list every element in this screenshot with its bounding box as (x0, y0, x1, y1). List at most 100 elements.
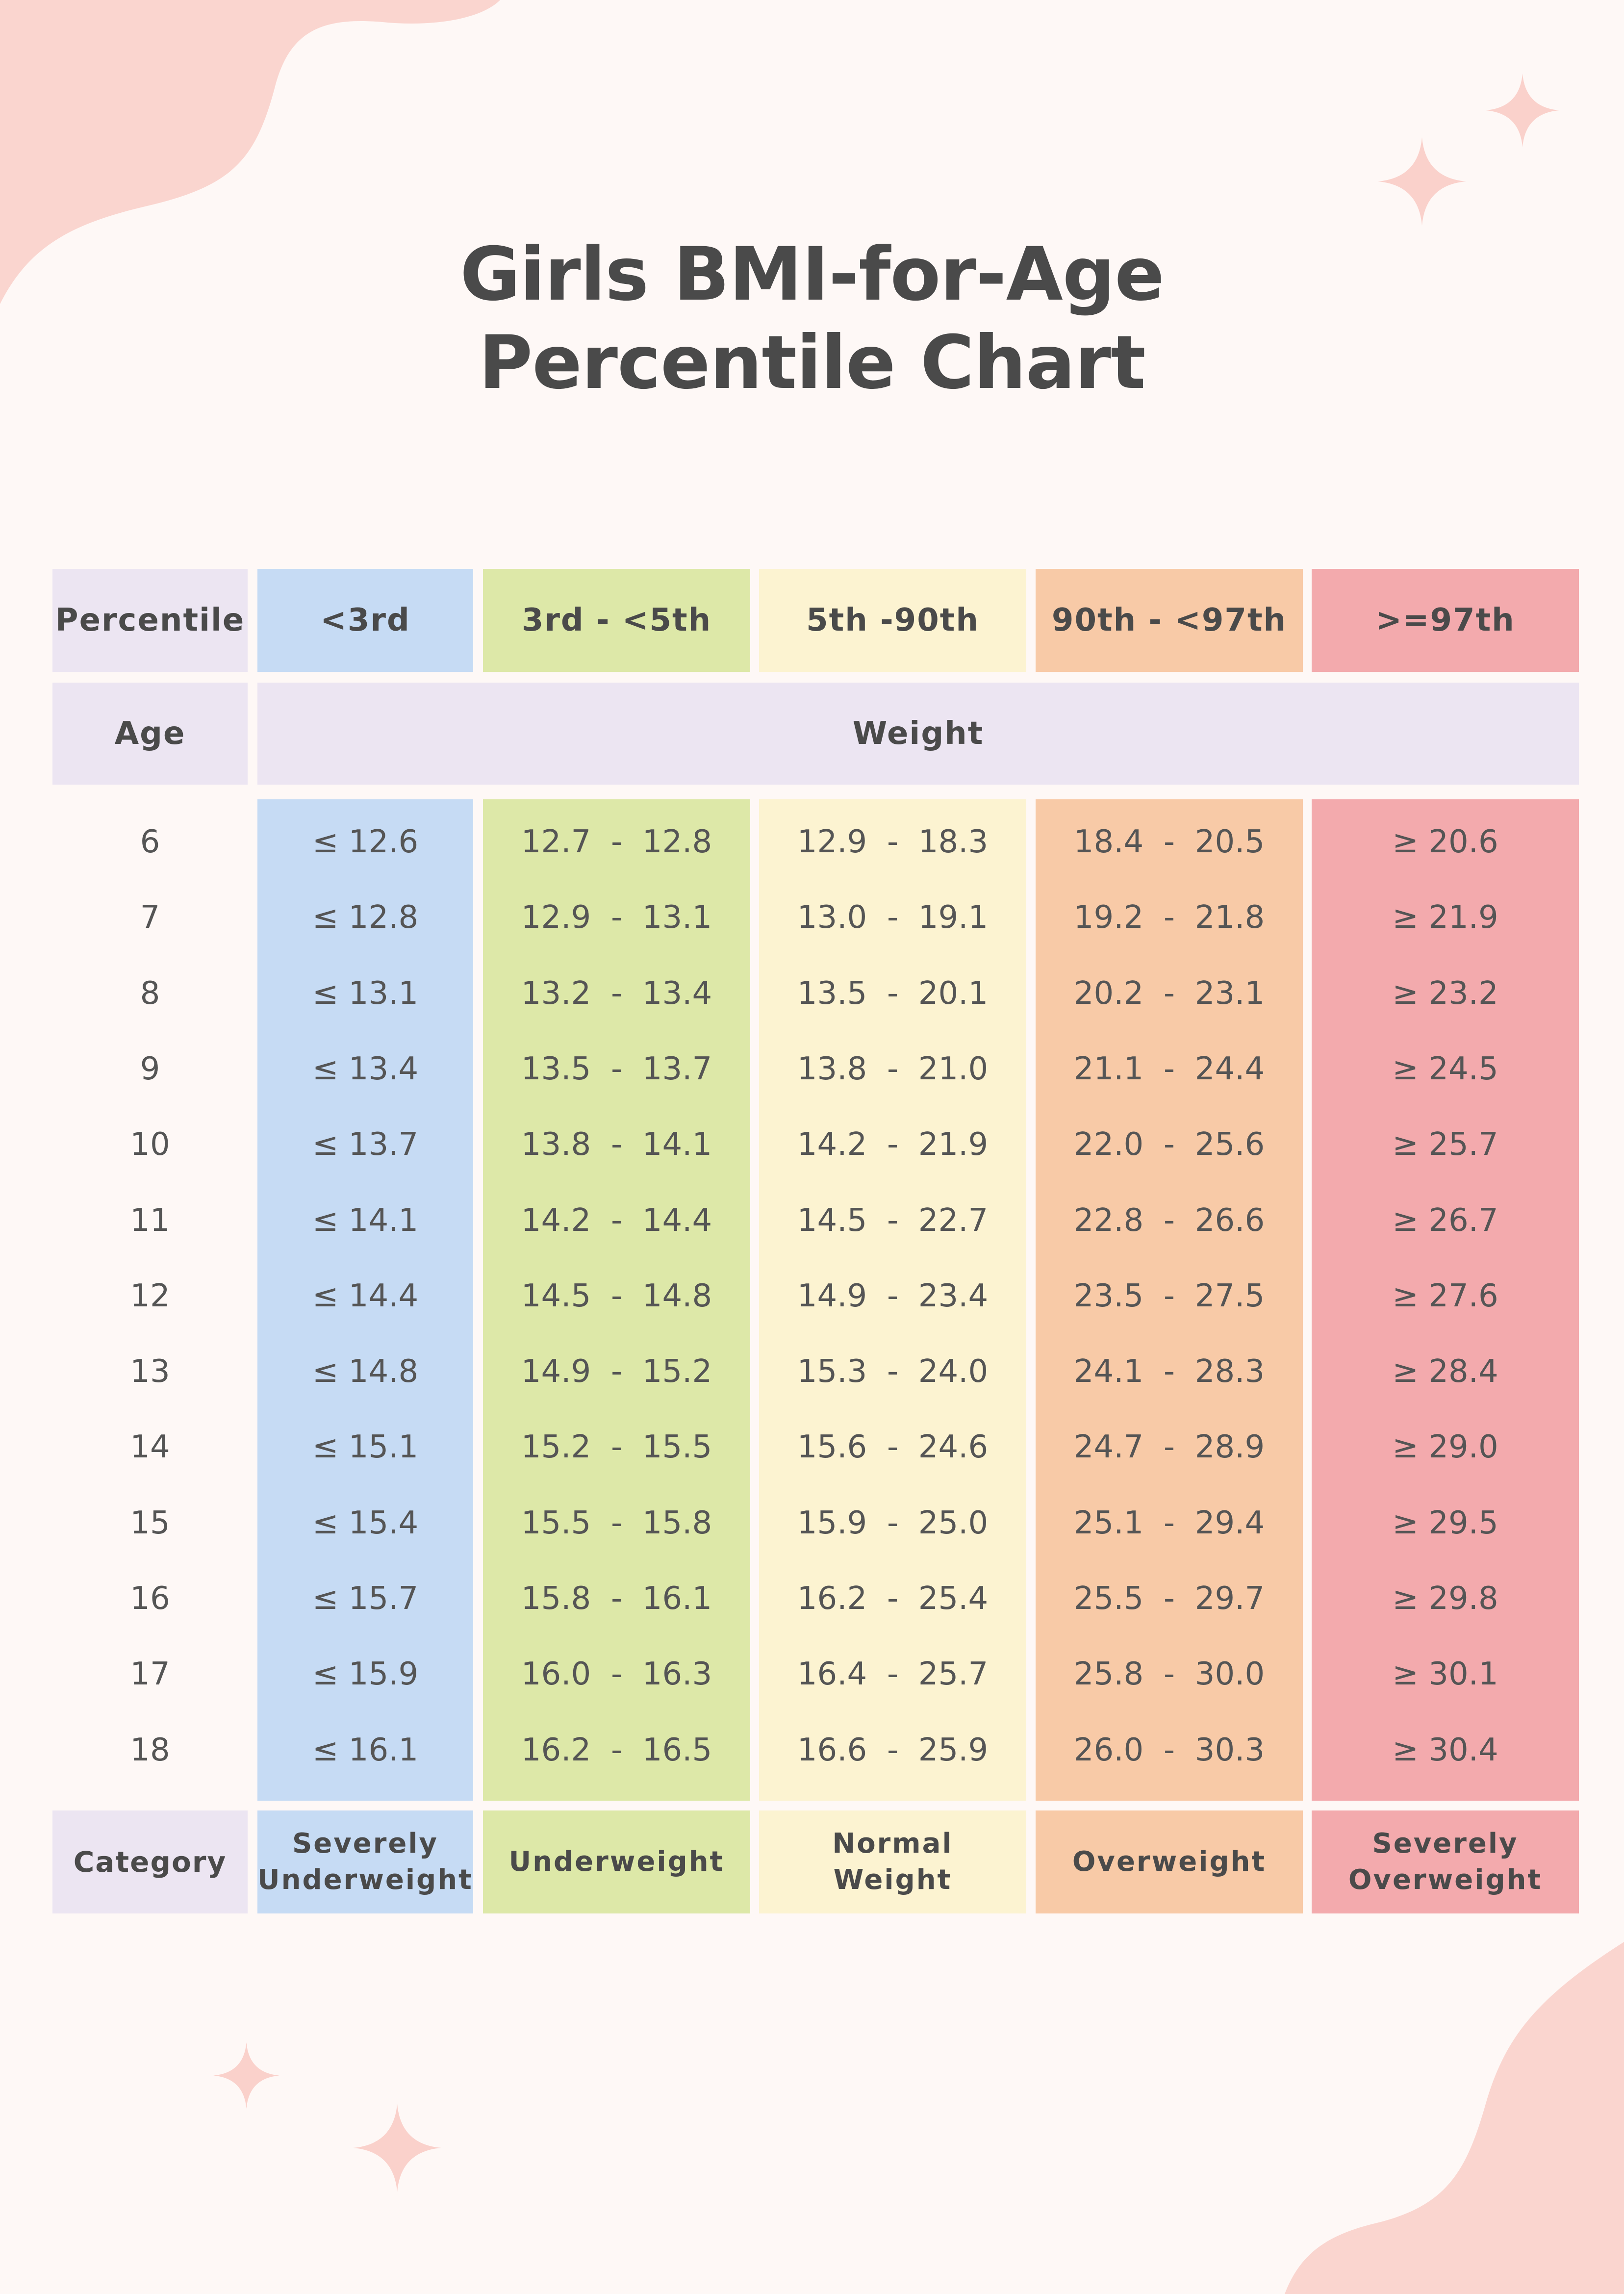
bmi-value-cell: ≤ 12.8 (312, 899, 419, 936)
bmi-value-cell: 14.2 - 21.9 (797, 1126, 989, 1163)
bmi-value-cell: 16.4 - 25.7 (797, 1656, 989, 1693)
bmi-value-cell: 15.8 - 16.1 (521, 1580, 712, 1617)
bmi-value-cell: ≤ 15.7 (312, 1580, 419, 1617)
category-label: Category (52, 1810, 248, 1913)
bmi-value-cell: ≤ 15.9 (312, 1656, 419, 1693)
bmi-value-cell: ≥ 25.7 (1392, 1126, 1498, 1163)
bmi-value-cell: 13.0 - 19.1 (797, 899, 989, 936)
category-cell: Overweight (1036, 1810, 1303, 1913)
bmi-value-cell: 13.5 - 13.7 (521, 1050, 712, 1087)
age-cell: 14 (130, 1429, 170, 1466)
bmi-value-cell: ≥ 30.1 (1392, 1656, 1498, 1693)
column-background (483, 799, 750, 1801)
age-cell: 12 (130, 1277, 170, 1314)
bmi-value-cell: 16.0 - 16.3 (521, 1656, 712, 1693)
bmi-value-cell: ≥ 27.6 (1392, 1277, 1498, 1314)
bmi-value-cell: 13.8 - 14.1 (521, 1126, 712, 1163)
category-cell: Severely Underweight (257, 1810, 473, 1913)
percentile-header: 90th - <97th (1036, 569, 1303, 672)
bmi-value-cell: 12.9 - 18.3 (797, 824, 989, 860)
bmi-value-cell: ≥ 29.8 (1392, 1580, 1498, 1617)
column-background (759, 799, 1026, 1801)
bmi-value-cell: ≤ 12.6 (312, 824, 419, 860)
bmi-value-cell: 16.2 - 16.5 (521, 1732, 712, 1768)
title-line-2: Percentile Chart (479, 320, 1145, 406)
bmi-value-cell: 25.1 - 29.4 (1073, 1504, 1265, 1541)
sparkle-icon (1486, 74, 1559, 147)
bmi-value-cell: 15.5 - 15.8 (521, 1504, 712, 1541)
bmi-value-cell: 22.8 - 26.6 (1073, 1202, 1265, 1239)
sparkle-icon (213, 2042, 279, 2109)
bmi-value-cell: 16.2 - 25.4 (797, 1580, 989, 1617)
bmi-value-cell: ≤ 13.7 (312, 1126, 419, 1163)
bmi-value-cell: 20.2 - 23.1 (1073, 975, 1265, 1012)
bmi-value-cell: 25.8 - 30.0 (1073, 1656, 1265, 1693)
bmi-value-cell: 18.4 - 20.5 (1073, 824, 1265, 860)
bmi-value-cell: ≥ 24.5 (1392, 1050, 1498, 1087)
column-background (1312, 799, 1579, 1801)
bmi-value-cell: ≤ 13.1 (312, 975, 419, 1012)
age-cell: 8 (140, 975, 160, 1012)
bmi-value-cell: 14.5 - 22.7 (797, 1202, 989, 1239)
percentile-header: >=97th (1312, 569, 1579, 672)
bmi-value-cell: 22.0 - 25.6 (1073, 1126, 1265, 1163)
bmi-value-cell: ≤ 13.4 (312, 1050, 419, 1087)
age-cell: 11 (130, 1202, 170, 1239)
column-background (257, 799, 473, 1801)
bmi-value-cell: ≤ 15.1 (312, 1429, 419, 1466)
bmi-value-cell: ≥ 29.0 (1392, 1429, 1498, 1466)
bmi-value-cell: 15.2 - 15.5 (521, 1429, 712, 1466)
bmi-value-cell: 14.2 - 14.4 (521, 1202, 712, 1239)
percentile-header: 5th -90th (759, 569, 1026, 672)
top-left-blob (0, 0, 500, 304)
category-cell: Normal Weight (759, 1810, 1026, 1913)
age-cell: 9 (140, 1050, 160, 1087)
bmi-value-cell: ≥ 28.4 (1392, 1353, 1498, 1390)
bmi-value-cell: 24.7 - 28.9 (1073, 1429, 1265, 1466)
age-cell: 7 (140, 899, 160, 936)
bmi-value-cell: 15.9 - 25.0 (797, 1504, 989, 1541)
age-cell: 6 (140, 824, 160, 860)
column-background (1036, 799, 1303, 1801)
percentile-label: Percentile (52, 569, 248, 672)
bmi-value-cell: 14.9 - 23.4 (797, 1277, 989, 1314)
page-title: Girls BMI-for-Age Percentile Chart (0, 230, 1624, 407)
bmi-value-cell: 26.0 - 30.3 (1073, 1732, 1265, 1768)
bmi-value-cell: 14.9 - 15.2 (521, 1353, 712, 1390)
bmi-value-cell: 15.3 - 24.0 (797, 1353, 989, 1390)
category-cell: Severely Overweight (1312, 1810, 1579, 1913)
bmi-value-cell: ≥ 23.2 (1392, 975, 1498, 1012)
bmi-value-cell: ≤ 14.8 (312, 1353, 419, 1390)
title-line-1: Girls BMI-for-Age (460, 232, 1165, 317)
bmi-value-cell: 24.1 - 28.3 (1073, 1353, 1265, 1390)
bmi-value-cell: ≤ 15.4 (312, 1504, 419, 1541)
age-cell: 17 (130, 1656, 170, 1693)
bmi-value-cell: 16.6 - 25.9 (797, 1732, 989, 1768)
bmi-value-cell: 25.5 - 29.7 (1073, 1580, 1265, 1617)
bmi-value-cell: 21.1 - 24.4 (1073, 1050, 1265, 1087)
bmi-value-cell: ≤ 14.4 (312, 1277, 419, 1314)
age-cell: 18 (130, 1732, 170, 1768)
bmi-value-cell: 13.8 - 21.0 (797, 1050, 989, 1087)
bmi-value-cell: 13.2 - 13.4 (521, 975, 712, 1012)
category-cell: Underweight (483, 1810, 750, 1913)
sparkle-icon (1378, 137, 1466, 226)
bmi-value-cell: 12.7 - 12.8 (521, 824, 712, 860)
bmi-value-cell: 19.2 - 21.8 (1073, 899, 1265, 936)
age-label: Age (52, 683, 248, 785)
bmi-value-cell: ≥ 26.7 (1392, 1202, 1498, 1239)
bmi-value-cell: ≥ 30.4 (1392, 1732, 1498, 1768)
sparkle-icon (353, 2104, 441, 2192)
age-cell: 10 (130, 1126, 170, 1163)
age-cell: 16 (130, 1580, 170, 1617)
bmi-value-cell: 14.5 - 14.8 (521, 1277, 712, 1314)
age-cell: 15 (130, 1504, 170, 1541)
weight-label: Weight (257, 683, 1579, 785)
percentile-header: <3rd (257, 569, 473, 672)
bmi-value-cell: ≥ 20.6 (1392, 824, 1498, 860)
bmi-value-cell: ≤ 14.1 (312, 1202, 419, 1239)
bmi-value-cell: 13.5 - 20.1 (797, 975, 989, 1012)
bmi-value-cell: ≤ 16.1 (312, 1732, 419, 1768)
age-cell: 13 (130, 1353, 170, 1390)
bmi-value-cell: 12.9 - 13.1 (521, 899, 712, 936)
